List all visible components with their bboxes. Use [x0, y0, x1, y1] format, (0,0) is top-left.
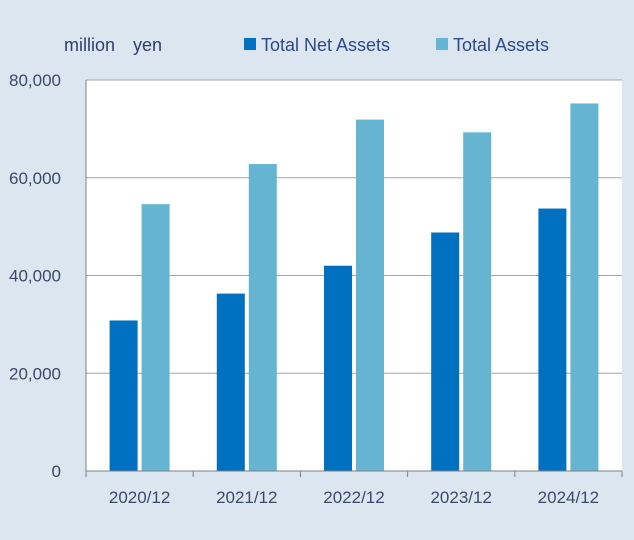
bar-total-net-assets-2022-12	[324, 265, 352, 471]
unit-label: million yen	[64, 35, 162, 55]
x-tick-label: 2021/12	[216, 488, 277, 507]
x-tick-label: 2022/12	[323, 488, 384, 507]
legend-swatch-total-net-assets	[244, 38, 256, 50]
y-tick-label: 60,000	[9, 169, 61, 188]
legend-label-total-net-assets: Total Net Assets	[261, 35, 390, 55]
x-tick-label: 2024/12	[538, 488, 599, 507]
bar-total-assets-2021-12	[248, 164, 277, 471]
legend-label-total-assets: Total Assets	[453, 35, 549, 55]
y-tick-label: 80,000	[9, 71, 61, 90]
x-tick-label: 2023/12	[430, 488, 491, 507]
y-tick-label: 40,000	[9, 267, 61, 286]
legend: Total Net Assets Total Assets	[244, 35, 549, 55]
bar-total-net-assets-2023-12	[431, 232, 460, 471]
gridlines	[86, 79, 622, 374]
bar-total-net-assets-2024-12	[538, 208, 567, 471]
bar-total-assets-2024-12	[570, 103, 599, 472]
bar-total-net-assets-2021-12	[216, 293, 245, 471]
bar-total-assets-2022-12	[356, 119, 384, 472]
bar-total-net-assets-2020-12	[109, 320, 138, 471]
bar-total-assets-2023-12	[463, 132, 492, 471]
x-axis-ticks: 2020/12 2021/12 2022/12 2023/12 2024/12	[109, 488, 599, 507]
bars	[109, 103, 599, 472]
legend-swatch-total-assets	[436, 38, 448, 50]
x-tick-label: 2020/12	[109, 488, 170, 507]
axes	[85, 80, 623, 477]
y-tick-label: 0	[52, 462, 61, 481]
y-axis-ticks: 0 20,000 40,000 60,000 80,000	[9, 71, 61, 481]
bar-total-assets-2020-12	[141, 204, 170, 471]
y-tick-label: 20,000	[9, 364, 61, 383]
